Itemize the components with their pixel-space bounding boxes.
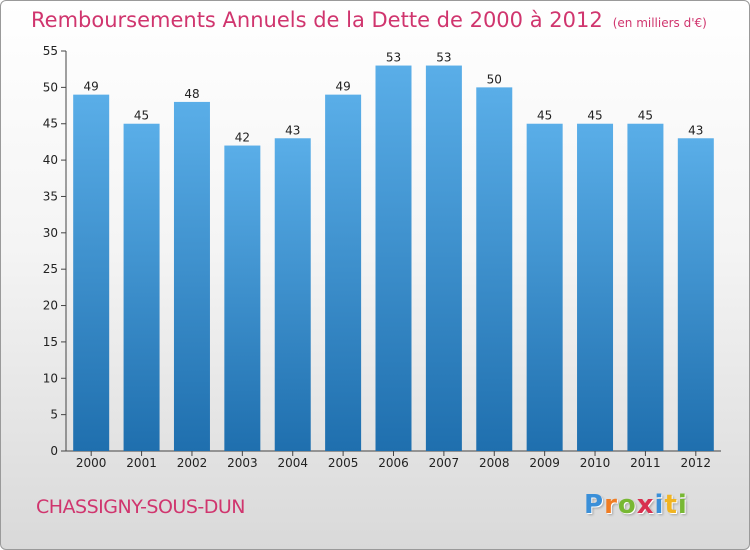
y-tick-label: 10	[43, 371, 58, 385]
y-tick-label: 35	[43, 189, 58, 203]
x-tick-label: 2008	[479, 456, 510, 470]
x-tick-label: 2004	[277, 456, 308, 470]
bar	[325, 94, 362, 452]
bar	[526, 123, 563, 452]
bars: 49 45 48 42 43 49 53 53 50 45 45 45 43	[73, 51, 714, 452]
y-tick-label: 20	[43, 299, 58, 313]
axes: 0 5 10 15 20 25 30 35 40 45 50 55 2000 2001 2002 2003 20…	[43, 44, 721, 470]
data-label: 45	[134, 109, 149, 123]
bar	[224, 145, 261, 451]
bar	[677, 138, 714, 452]
chart-title: Remboursements Annuels de la Dette de 20…	[31, 8, 603, 32]
y-tick-label: 5	[50, 408, 58, 422]
x-tick-label: 2000	[76, 456, 107, 470]
logo-letter: P	[584, 490, 605, 520]
y-tick-label: 50	[43, 80, 58, 94]
bar	[73, 94, 110, 452]
logo-letter: r	[604, 490, 618, 520]
y-tick-label: 45	[43, 117, 58, 131]
proxiti-logo[interactable]: Proxiti	[584, 490, 688, 520]
x-tick-label: 2010	[580, 456, 611, 470]
logo-letter: o	[617, 490, 637, 520]
data-label: 49	[335, 80, 350, 94]
logo-letter: i	[677, 490, 688, 520]
y-tick-label: 15	[43, 335, 58, 349]
x-tick-label: 2005	[328, 456, 359, 470]
x-tick-label: 2006	[378, 456, 409, 470]
commune-name: CHASSIGNY-SOUS-DUN	[36, 496, 246, 518]
bar	[627, 123, 664, 452]
bar	[375, 65, 412, 451]
x-tick-label: 2001	[126, 456, 157, 470]
logo-letter: t	[664, 490, 678, 520]
x-tick-label: 2011	[630, 456, 661, 470]
data-label: 45	[587, 109, 602, 123]
bar	[425, 65, 462, 451]
data-label: 48	[184, 87, 199, 101]
x-tick-label: 2002	[177, 456, 208, 470]
x-tick-label: 2007	[429, 456, 460, 470]
y-tick-label: 30	[43, 226, 58, 240]
data-label: 43	[688, 123, 703, 137]
data-label: 45	[638, 109, 653, 123]
data-label: 42	[235, 131, 250, 145]
x-tick-label: 2012	[681, 456, 712, 470]
x-tick-label: 2009	[529, 456, 560, 470]
y-tick-label: 0	[50, 444, 58, 458]
logo-letter: x	[636, 490, 655, 520]
bar	[577, 123, 614, 452]
data-label: 53	[436, 51, 451, 65]
bar	[123, 123, 160, 452]
chart-subtitle: (en milliers d'€)	[612, 16, 707, 30]
title-row: Remboursements Annuels de la Dette de 20…	[31, 8, 707, 32]
data-label: 43	[285, 123, 300, 137]
y-tick-label: 25	[43, 262, 58, 276]
y-tick-label: 40	[43, 153, 58, 167]
bar	[274, 138, 311, 452]
data-label: 53	[386, 51, 401, 65]
data-label: 50	[487, 72, 502, 86]
logo-letter: i	[654, 490, 665, 520]
y-tick-label: 55	[43, 44, 58, 58]
data-label: 45	[537, 109, 552, 123]
data-label: 49	[84, 80, 99, 94]
bar	[173, 101, 210, 451]
x-tick-label: 2003	[227, 456, 258, 470]
bar	[476, 87, 513, 451]
